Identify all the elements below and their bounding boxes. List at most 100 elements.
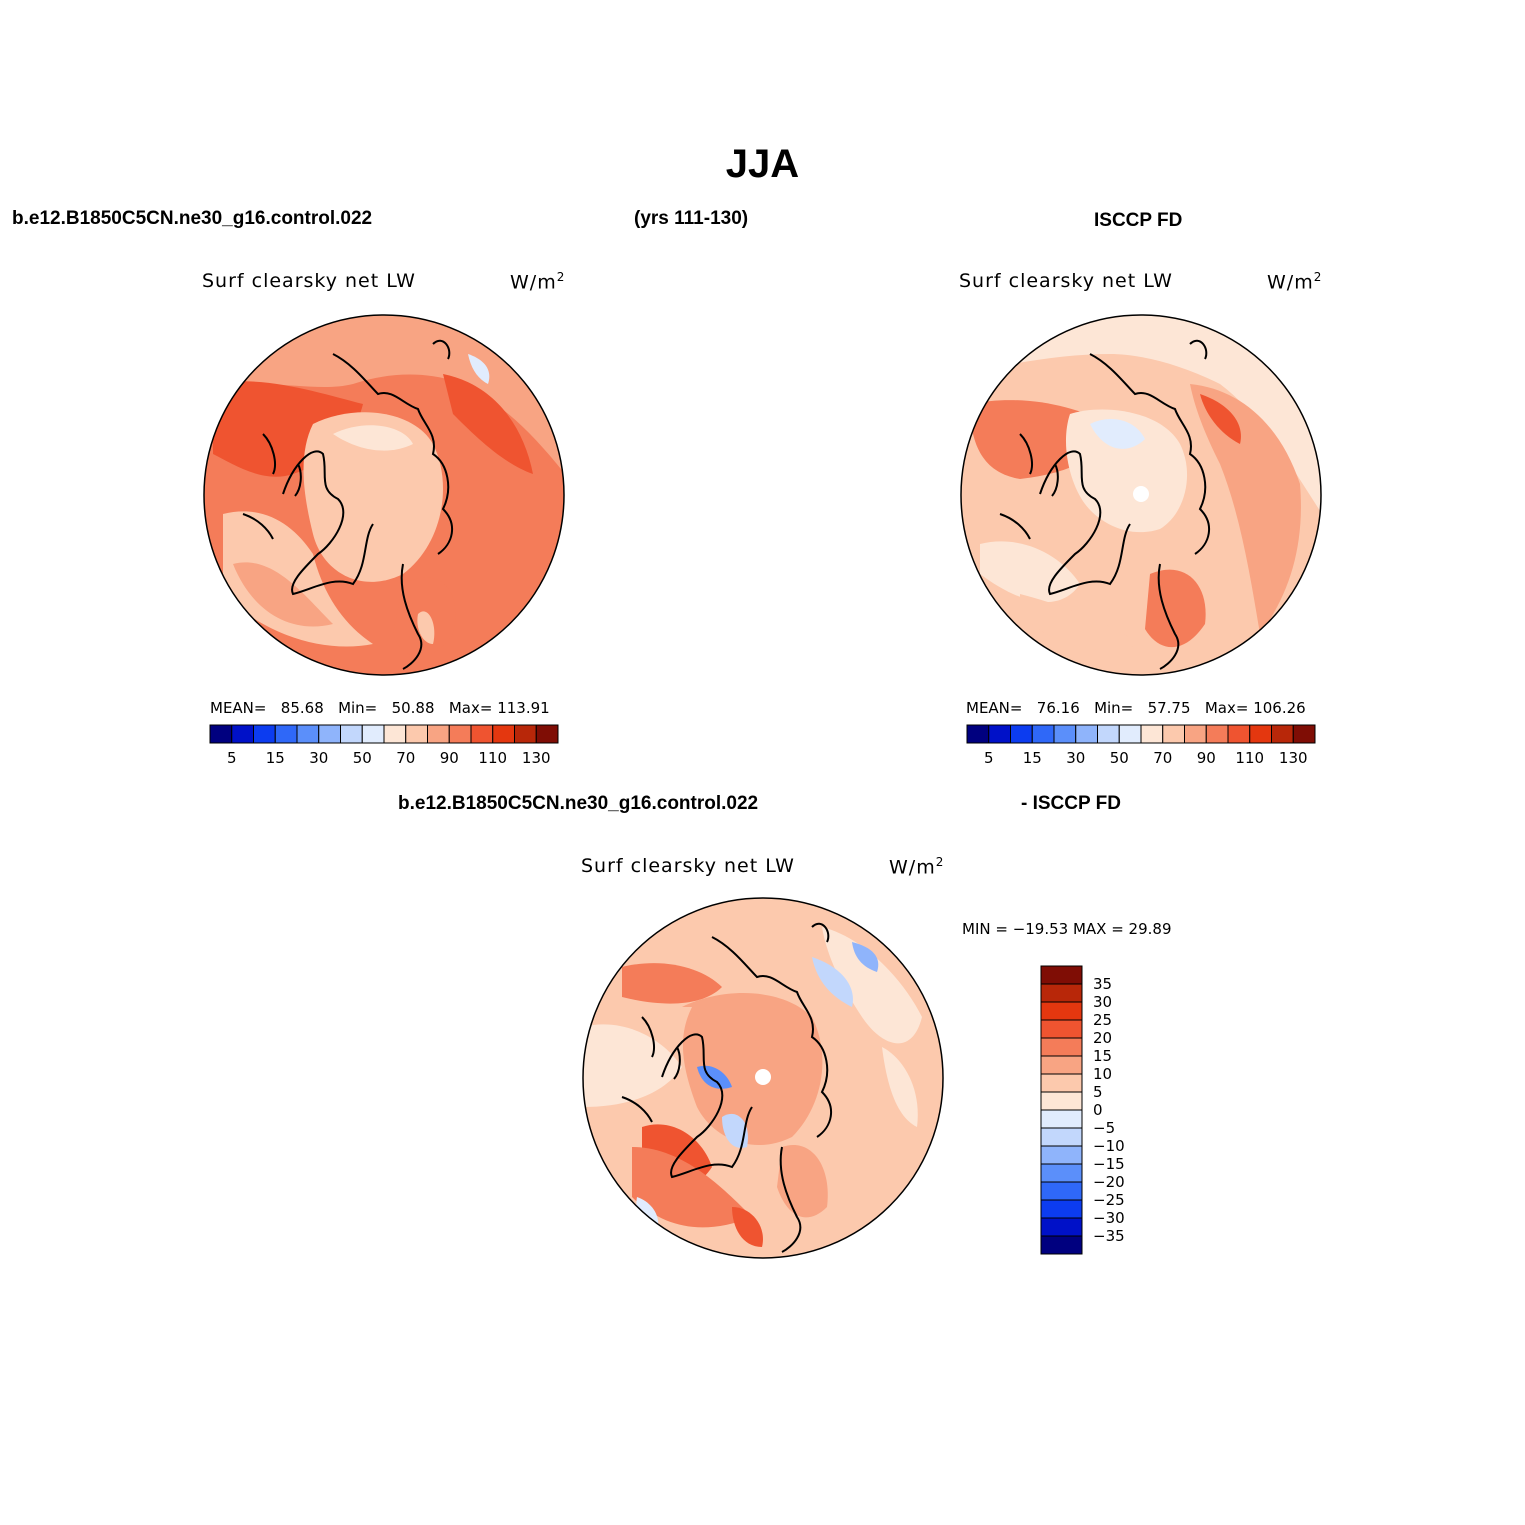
obs-colorbar-tick-label: 70 [1153,749,1173,767]
model-panel-units: W/m2 [510,270,566,294]
obs-colorbar-tick-label: 130 [1278,749,1308,767]
model-colorbar-tick-label: 5 [226,749,237,767]
model-colorbar-swatch [318,724,341,744]
obs-colorbar-swatch [1075,724,1098,744]
diff-colorbar-swatch [1040,1109,1083,1129]
model-colorbar-tick-label: 90 [439,749,459,767]
model-polar-map [203,314,565,676]
obs-panel-units: W/m2 [1267,270,1323,294]
obs-colorbar-swatch [1271,724,1294,744]
obs-polar-map [960,314,1322,676]
obs-colorbar-swatch [988,724,1011,744]
diff-colorbar-tick-label: −25 [1093,1191,1125,1209]
model-colorbar-swatch [296,724,320,744]
season-title: JJA [725,142,800,186]
diff-panel-units: W/m2 [889,855,945,879]
model-colorbar-swatch [448,724,472,744]
diff-colorbar-tick-label: 0 [1093,1101,1103,1119]
model-colorbar-swatch [231,724,254,744]
obs-colorbar-swatch [1053,724,1077,744]
diff-colorbar-tick-label: −30 [1093,1209,1125,1227]
model-colorbar-swatch [535,724,559,744]
diff-colorbar-tick-label: −10 [1093,1137,1125,1155]
model-colorbar-tick-label: 50 [352,749,372,767]
diff-colorbar-tick-label: 10 [1093,1065,1113,1083]
diff-colorbar-swatch [1040,1127,1083,1147]
diff-stats: MIN = −19.53 MAX = 29.89 [962,920,1172,938]
model-colorbar-swatch [470,724,494,744]
years-header: (yrs 111-130) [634,208,749,229]
obs-colorbar-tick-label: 30 [1066,749,1086,767]
obs-colorbar-swatch [1227,724,1251,744]
obs-colorbar-swatch [1292,724,1316,744]
diff-colorbar-tick-label: 25 [1093,1011,1113,1029]
obs-colorbar-swatch [1140,724,1164,744]
diff-colorbar-swatch [1040,1091,1083,1111]
obs-colorbar-tick-label: 90 [1196,749,1216,767]
obs-colorbar-swatch [1010,724,1033,744]
model-colorbar-tick-label: 130 [521,749,551,767]
model-colorbar-swatch [274,724,298,744]
diff-colorbar-swatch [1040,983,1083,1003]
diff-panel-title: Surf clearsky net LW [581,855,795,877]
model-colorbar [209,724,559,744]
model-colorbar-swatch [361,724,385,744]
diff-colorbar-tick-label: −15 [1093,1155,1125,1173]
diff-colorbar-tick-label: 30 [1093,993,1113,1011]
obs-colorbar-swatch [1205,724,1229,744]
diff-colorbar [1040,965,1083,1255]
obs-name-header: ISCCP FD [1094,210,1183,231]
obs-colorbar-swatch [1162,724,1185,744]
model-colorbar-tick-label: 70 [396,749,416,767]
diff-colorbar-swatch [1040,1199,1083,1219]
diff-colorbar-swatch [1040,1019,1083,1039]
diff-colorbar-swatch [1040,1073,1083,1093]
obs-colorbar-tick-label: 15 [1022,749,1042,767]
obs-colorbar-swatch [966,724,990,744]
diff-colorbar-swatch [1040,1163,1083,1183]
model-stats: MEAN= 85.68 Min= 50.88 Max= 113.91 [210,699,550,717]
diff-colorbar-tick-label: 5 [1093,1083,1103,1101]
obs-colorbar-swatch [1031,724,1055,744]
model-panel-title: Surf clearsky net LW [202,270,416,292]
model-colorbar-swatch [427,724,450,744]
obs-colorbar-tick-label: 5 [983,749,994,767]
model-colorbar-swatch [340,724,363,744]
diff-colorbar-swatch [1040,1181,1083,1201]
diff-colorbar-swatch [1040,1145,1083,1165]
diff-colorbar-swatch [1040,1037,1083,1057]
obs-colorbar-tick-label: 110 [1235,749,1265,767]
model-colorbar-swatch [514,724,537,744]
diff-obs-name-header: - ISCCP FD [1021,793,1121,814]
diff-case-name-header: b.e12.B1850C5CN.ne30_g16.control.022 [398,793,759,814]
model-colorbar-swatch [383,724,407,744]
model-colorbar-tick-label: 110 [478,749,508,767]
case-name-header: b.e12.B1850C5CN.ne30_g16.control.022 [12,208,373,229]
diff-colorbar-swatch [1040,1001,1083,1021]
obs-panel-title: Surf clearsky net LW [959,270,1173,292]
model-colorbar-tick-label: 15 [265,749,285,767]
diff-polar-map [582,897,944,1259]
model-colorbar-swatch [253,724,276,744]
model-colorbar-swatch [405,724,428,744]
model-colorbar-swatch [492,724,515,744]
model-colorbar-tick-label: 30 [309,749,329,767]
diff-colorbar-swatch [1040,965,1083,985]
obs-stats: MEAN= 76.16 Min= 57.75 Max= 106.26 [966,699,1306,717]
diff-colorbar-tick-label: −35 [1093,1227,1125,1245]
diff-colorbar-tick-label: −20 [1093,1173,1125,1191]
diff-colorbar-swatch [1040,1217,1083,1237]
obs-colorbar [966,724,1316,744]
diff-colorbar-tick-label: 15 [1093,1047,1113,1065]
diff-colorbar-tick-label: 20 [1093,1029,1113,1047]
diff-colorbar-tick-label: −5 [1093,1119,1116,1137]
obs-colorbar-tick-label: 50 [1109,749,1129,767]
model-colorbar-swatch [209,724,233,744]
diff-colorbar-tick-label: 35 [1093,975,1113,993]
obs-colorbar-swatch [1118,724,1142,744]
obs-colorbar-swatch [1097,724,1120,744]
diff-colorbar-swatch [1040,1235,1083,1255]
obs-colorbar-swatch [1184,724,1207,744]
diff-colorbar-swatch [1040,1055,1083,1075]
obs-colorbar-swatch [1249,724,1272,744]
